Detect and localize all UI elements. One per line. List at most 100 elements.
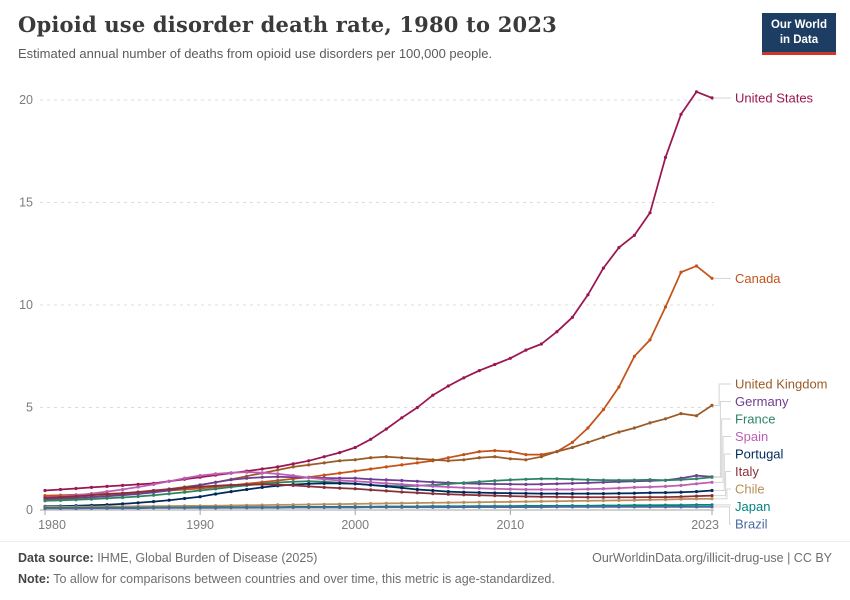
data-point xyxy=(121,502,125,506)
data-point xyxy=(524,458,528,462)
data-point xyxy=(136,494,140,499)
data-point xyxy=(369,505,373,509)
data-point xyxy=(570,481,575,485)
data-point xyxy=(229,506,233,510)
data-point xyxy=(663,484,668,488)
data-point xyxy=(586,426,590,430)
data-point xyxy=(291,465,295,469)
data-point xyxy=(648,485,652,489)
data-point xyxy=(601,492,606,496)
data-point xyxy=(338,471,342,475)
series-united-states[interactable] xyxy=(43,90,714,493)
series-line-chile[interactable] xyxy=(45,497,713,508)
series-italy[interactable] xyxy=(43,482,714,500)
data-point xyxy=(555,330,559,334)
legend-label-united-kingdom[interactable]: United Kingdom xyxy=(735,377,828,392)
data-point xyxy=(570,445,575,450)
series-brazil[interactable] xyxy=(43,505,714,510)
legend-label-brazil[interactable]: Brazil xyxy=(735,517,768,532)
data-point xyxy=(400,456,404,460)
data-point xyxy=(198,485,202,489)
data-point xyxy=(89,485,94,489)
data-point xyxy=(105,490,109,494)
data-point xyxy=(539,505,544,509)
data-point xyxy=(415,501,419,505)
data-point xyxy=(570,499,575,503)
data-point xyxy=(183,490,187,494)
data-point xyxy=(617,430,621,434)
data-point xyxy=(555,492,559,496)
legend-label-spain[interactable]: Spain xyxy=(735,429,768,444)
legend-label-canada[interactable]: Canada xyxy=(735,271,781,286)
data-point xyxy=(477,493,481,497)
data-point xyxy=(353,458,357,462)
data-point xyxy=(322,502,326,506)
data-point xyxy=(291,483,295,487)
data-point xyxy=(415,461,419,465)
series-line-portugal[interactable] xyxy=(44,482,713,508)
data-point xyxy=(369,467,373,471)
data-point xyxy=(58,498,63,502)
series-line-brazil[interactable] xyxy=(45,506,712,510)
data-point xyxy=(493,449,497,453)
data-point xyxy=(632,485,637,489)
data-point xyxy=(338,505,342,510)
data-point xyxy=(338,486,342,490)
data-point xyxy=(617,478,621,482)
owid-logo[interactable]: Our World in Data xyxy=(761,13,836,55)
data-point xyxy=(260,475,264,479)
data-point xyxy=(648,421,652,425)
legend-label-france[interactable]: France xyxy=(735,412,775,427)
data-point xyxy=(617,385,621,389)
data-point xyxy=(570,492,575,496)
data-point xyxy=(353,469,357,473)
data-point xyxy=(74,498,78,502)
series-line-italy[interactable] xyxy=(44,483,713,499)
series-canada[interactable] xyxy=(43,264,714,498)
data-point xyxy=(338,459,342,463)
data-point xyxy=(508,487,512,491)
data-point xyxy=(694,474,699,478)
series-line-canada[interactable] xyxy=(44,265,713,497)
data-point xyxy=(214,472,218,476)
data-point xyxy=(586,487,590,491)
data-point xyxy=(679,483,683,487)
data-point xyxy=(276,468,280,472)
data-point xyxy=(307,463,311,467)
data-point xyxy=(694,505,699,509)
data-point xyxy=(508,500,512,504)
data-point xyxy=(710,505,714,509)
data-point xyxy=(198,488,202,493)
legend-label-germany[interactable]: Germany xyxy=(735,394,789,409)
data-point xyxy=(710,96,714,100)
series-spain[interactable] xyxy=(43,470,714,499)
legend-label-united-states[interactable]: United States xyxy=(735,90,814,105)
data-point xyxy=(539,477,544,481)
series-line-united-states[interactable] xyxy=(44,90,713,492)
legend-label-chile[interactable]: Chile xyxy=(735,482,765,497)
data-point xyxy=(462,376,466,380)
data-point xyxy=(400,416,404,420)
data-point xyxy=(586,492,590,496)
data-point xyxy=(369,456,373,460)
legend-connector xyxy=(714,418,731,478)
series-line-germany[interactable] xyxy=(44,474,713,500)
data-point xyxy=(245,476,249,480)
data-point xyxy=(493,487,497,491)
data-point xyxy=(710,488,714,493)
data-point xyxy=(214,487,218,491)
data-point xyxy=(384,501,388,505)
legend-label-italy[interactable]: Italy xyxy=(735,464,759,479)
series-line-spain[interactable] xyxy=(44,471,713,499)
note: Note: To allow for comparisons between c… xyxy=(18,572,555,586)
data-point xyxy=(105,496,109,500)
data-point xyxy=(152,500,156,504)
data-point xyxy=(183,496,187,501)
data-point xyxy=(617,505,621,509)
data-point xyxy=(121,483,125,487)
data-point xyxy=(586,505,590,509)
legend-label-portugal[interactable]: Portugal xyxy=(735,447,784,462)
data-point xyxy=(276,506,280,510)
legend-label-japan[interactable]: Japan xyxy=(735,499,770,514)
